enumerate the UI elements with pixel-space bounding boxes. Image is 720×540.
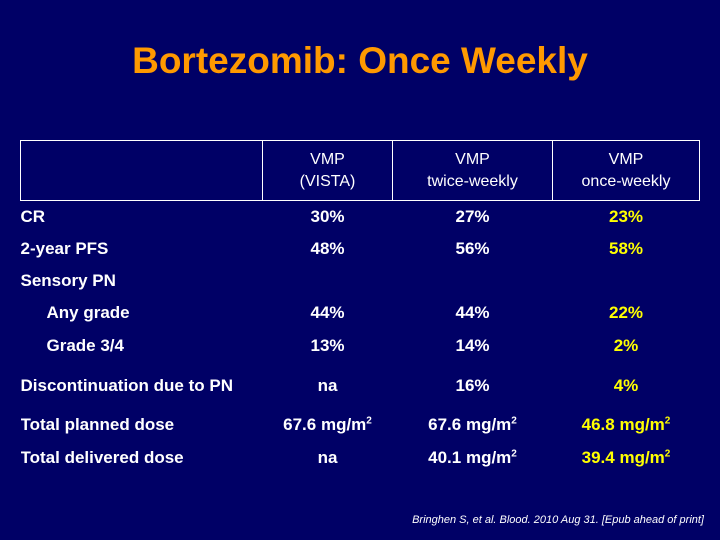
row-label: 2-year PFS bbox=[20, 238, 109, 258]
cell-value-highlight: 58% bbox=[608, 238, 644, 258]
table-row-planned-dose: Total planned dose 67.6 mg/m2 67.6 mg/m2… bbox=[21, 409, 700, 442]
cell-value: na bbox=[317, 375, 338, 395]
header-col1-line1: VMP bbox=[310, 150, 345, 168]
table-row-delivered-dose: Total delivered dose na 40.1 mg/m2 39.4 … bbox=[21, 442, 700, 475]
cell-value: 16% bbox=[455, 375, 490, 395]
header-empty-cell bbox=[20, 140, 263, 201]
table-row-sensory-pn: Sensory PN bbox=[21, 265, 700, 297]
cell-value: 67.6 mg/m2 bbox=[428, 415, 517, 434]
header-col2-line2: twice-weekly bbox=[427, 172, 518, 190]
table-row-grade-3-4: Grade 3/4 13% 14% 2% bbox=[21, 329, 700, 363]
header-col3-line1: VMP bbox=[608, 150, 644, 168]
cell-value: 56% bbox=[455, 238, 490, 258]
cell-value-highlight: 23% bbox=[608, 206, 644, 226]
cell-value: 44% bbox=[310, 302, 345, 322]
cell-value: 40.1 mg/m2 bbox=[428, 448, 517, 467]
comparison-table: VMP (VISTA) VMP twice-weekly VMP once-we… bbox=[20, 140, 700, 475]
table-row-any-grade: Any grade 44% 44% 22% bbox=[21, 297, 700, 329]
cell-value: 30% bbox=[310, 206, 345, 226]
cell-value-highlight: 46.8 mg/m2 bbox=[581, 415, 671, 434]
row-label: Total planned dose bbox=[20, 415, 175, 434]
header-col2-line1: VMP bbox=[455, 150, 490, 168]
cell-value: 67.6 mg/m2 bbox=[283, 415, 372, 434]
cell-value-highlight: 4% bbox=[613, 375, 639, 395]
page-title: Bortezomib: Once Weekly bbox=[132, 40, 588, 81]
cell-value-highlight: 22% bbox=[608, 302, 644, 322]
cell-value: na bbox=[317, 448, 338, 467]
cell-value: 14% bbox=[455, 335, 490, 355]
header-col3-line2: once-weekly bbox=[581, 172, 671, 190]
row-label: Any grade bbox=[46, 302, 130, 322]
header-vmp-once-weekly: VMP once-weekly bbox=[552, 140, 700, 201]
header-col1-line2: (VISTA) bbox=[299, 172, 356, 190]
cell-value: 13% bbox=[310, 335, 345, 355]
cell-value-highlight: 39.4 mg/m2 bbox=[581, 448, 671, 467]
header-vmp-twice-weekly: VMP twice-weekly bbox=[392, 140, 553, 201]
header-vmp-vista: VMP (VISTA) bbox=[262, 140, 393, 201]
cell-value: 48% bbox=[310, 238, 345, 258]
citation-footnote: Bringhen S, et al. Blood. 2010 Aug 31. [… bbox=[410, 514, 706, 526]
cell-value: 27% bbox=[455, 206, 490, 226]
row-label: CR bbox=[20, 206, 46, 226]
table-row-cr: CR 30% 27% 23% bbox=[21, 201, 700, 233]
row-label: Total delivered dose bbox=[20, 448, 184, 467]
table-row-pfs: 2-year PFS 48% 56% 58% bbox=[21, 233, 700, 265]
table-row-discontinuation: Discontinuation due to PN na 16% 4% bbox=[21, 363, 700, 409]
header-row: VMP (VISTA) VMP twice-weekly VMP once-we… bbox=[20, 140, 700, 201]
row-label: Grade 3/4 bbox=[46, 335, 125, 355]
cell-value-highlight: 2% bbox=[613, 335, 639, 355]
row-label: Sensory PN bbox=[20, 270, 116, 290]
cell-value: 44% bbox=[455, 302, 490, 322]
row-label: Discontinuation due to PN bbox=[20, 375, 234, 395]
